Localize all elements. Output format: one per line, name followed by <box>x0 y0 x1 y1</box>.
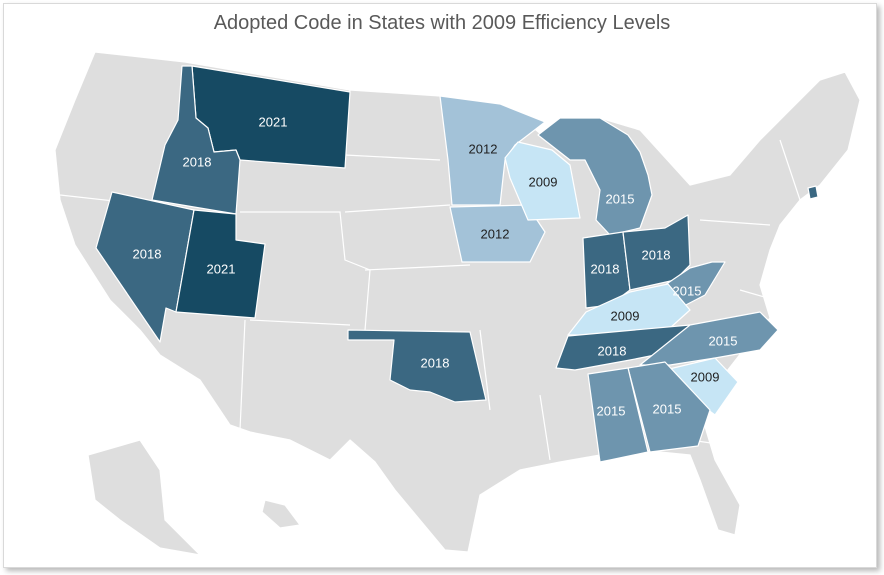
label-oklahoma: 2018 <box>421 355 450 370</box>
state-borders <box>59 89 801 461</box>
label-michigan: 2015 <box>606 191 635 206</box>
map-title: Adopted Code in States with 2009 Efficie… <box>213 12 671 34</box>
state-ohio[interactable] <box>622 214 691 291</box>
state-idaho[interactable] <box>151 65 241 215</box>
label-ohio: 2018 <box>642 247 671 262</box>
label-idaho: 2018 <box>183 154 212 169</box>
label-indiana: 2018 <box>591 261 620 276</box>
label-tennessee: 2018 <box>598 343 627 358</box>
label-utah: 2021 <box>207 261 236 276</box>
state-iowa[interactable] <box>449 204 546 263</box>
label-georgia: 2015 <box>653 401 682 416</box>
label-north-carolina: 2015 <box>709 333 738 348</box>
label-kentucky: 2009 <box>611 308 640 323</box>
state-rhode-island[interactable] <box>807 185 819 200</box>
code-labels: 2021 2018 2018 2021 2012 2012 2009 2015 … <box>133 114 738 418</box>
state-georgia[interactable] <box>627 361 711 453</box>
state-oklahoma[interactable] <box>347 329 487 403</box>
state-alabama[interactable] <box>587 367 649 463</box>
state-utah[interactable] <box>175 209 266 319</box>
state-north-carolina[interactable] <box>639 311 779 366</box>
label-montana: 2021 <box>259 114 288 129</box>
label-alabama: 2015 <box>597 403 626 418</box>
label-nevada: 2018 <box>133 246 162 261</box>
label-iowa: 2012 <box>481 226 510 241</box>
code-states <box>95 65 819 463</box>
state-michigan[interactable] <box>537 117 653 236</box>
state-wisconsin[interactable] <box>504 141 581 221</box>
label-south-carolina: 2009 <box>691 369 720 384</box>
label-west-virginia: 2015 <box>673 283 702 298</box>
label-wisconsin: 2009 <box>529 174 558 189</box>
label-minnesota: 2012 <box>469 141 498 156</box>
